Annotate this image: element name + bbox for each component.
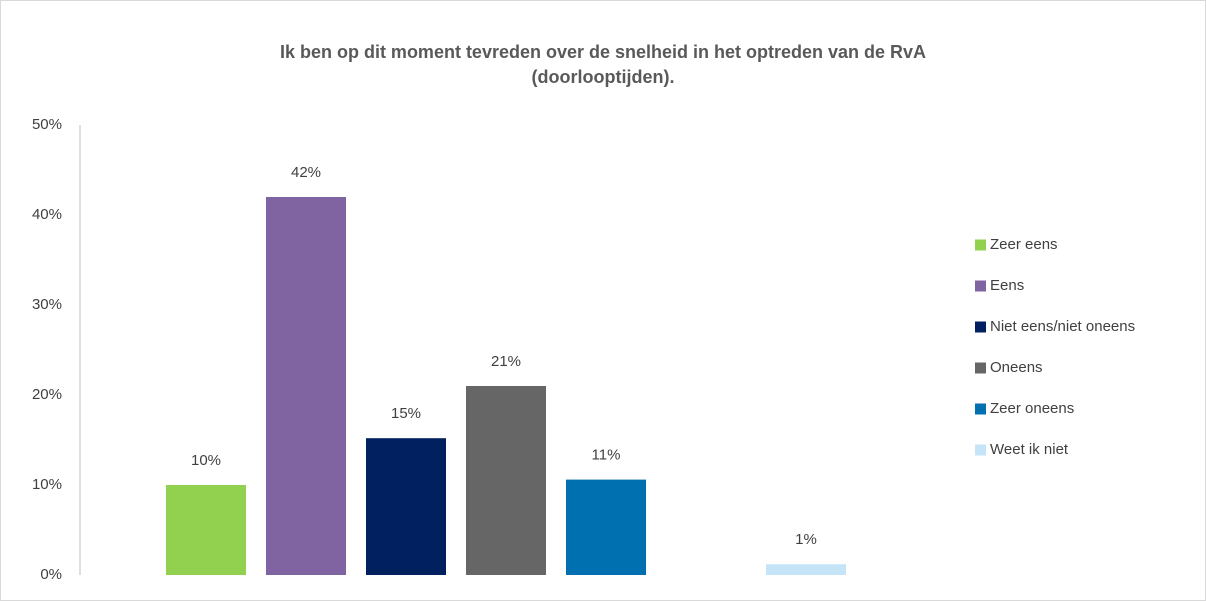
legend-label: Zeer oneens <box>990 400 1074 417</box>
y-tick-label: 20% <box>32 386 62 403</box>
legend-label: Zeer eens <box>990 236 1058 253</box>
legend-label: Eens <box>990 277 1024 294</box>
y-tick-label: 0% <box>40 566 62 583</box>
data-label: 10% <box>191 452 221 469</box>
legend-swatch <box>975 444 986 456</box>
data-label: 15% <box>391 405 421 422</box>
legend-label: Weet ik niet <box>990 441 1069 458</box>
legend-swatch <box>975 403 986 415</box>
data-label: 1% <box>795 531 817 548</box>
legend-swatch <box>975 321 986 333</box>
legend-label: Oneens <box>990 359 1043 376</box>
bar <box>566 479 646 575</box>
legend-swatch <box>975 239 986 251</box>
bar <box>766 564 846 575</box>
legend-label: Niet eens/niet oneens <box>990 318 1135 335</box>
legend-swatch <box>975 280 986 292</box>
bar <box>166 485 246 575</box>
legend-swatch <box>975 362 986 374</box>
bar <box>266 197 346 575</box>
data-label: 21% <box>491 353 521 370</box>
y-tick-label: 40% <box>32 206 62 223</box>
y-tick-label: 50% <box>32 116 62 133</box>
bar <box>366 438 446 575</box>
y-tick-label: 10% <box>32 476 62 493</box>
chart-title: Ik ben op dit moment tevreden over de sn… <box>279 42 927 87</box>
y-tick-label: 30% <box>32 296 62 313</box>
bar <box>466 386 546 575</box>
data-label: 42% <box>291 164 321 181</box>
data-label: 11% <box>592 447 621 464</box>
